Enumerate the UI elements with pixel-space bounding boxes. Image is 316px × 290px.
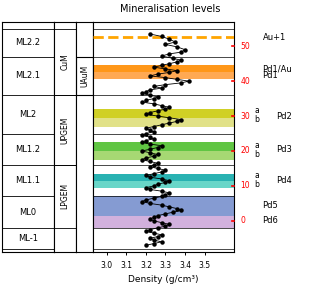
Text: Pd3: Pd3	[276, 145, 292, 154]
Bar	[93, 118, 234, 126]
Text: Pd1: Pd1	[263, 71, 278, 80]
Text: Pd6: Pd6	[263, 216, 278, 225]
Bar	[93, 66, 234, 72]
Text: Pd5: Pd5	[263, 201, 278, 210]
Text: a: a	[254, 141, 259, 150]
Text: 0: 0	[240, 216, 245, 225]
Bar	[93, 181, 234, 188]
Bar	[93, 72, 234, 79]
Text: Au+1: Au+1	[263, 33, 286, 42]
Bar	[76, 57, 93, 95]
Text: ML0: ML0	[19, 208, 36, 217]
Text: LPGEM: LPGEM	[60, 183, 69, 209]
Text: 40: 40	[240, 77, 250, 86]
Text: a: a	[254, 106, 259, 115]
Text: 30: 30	[240, 112, 250, 121]
Bar	[93, 196, 234, 216]
Text: UPGEM: UPGEM	[60, 116, 69, 144]
Text: Mineralisation levels: Mineralisation levels	[120, 5, 220, 14]
Text: CuM: CuM	[60, 54, 69, 70]
Text: b: b	[254, 150, 259, 159]
Text: ML2.2: ML2.2	[15, 38, 40, 47]
Text: ML2: ML2	[19, 110, 36, 119]
Bar	[93, 109, 234, 118]
Text: ML2.1: ML2.1	[15, 71, 40, 80]
Text: Pd1/Au: Pd1/Au	[263, 64, 292, 73]
Text: b: b	[254, 115, 259, 124]
Bar	[93, 216, 234, 228]
Text: 20: 20	[240, 146, 250, 155]
Text: ML-1: ML-1	[18, 234, 38, 243]
X-axis label: Density (g/cm³): Density (g/cm³)	[128, 275, 199, 284]
Text: b: b	[254, 180, 259, 189]
Text: ML1.2: ML1.2	[15, 145, 40, 154]
Bar	[93, 142, 234, 151]
Text: a: a	[254, 171, 259, 180]
Text: ML1.1: ML1.1	[15, 176, 40, 185]
Bar	[93, 174, 234, 181]
Text: UAuM: UAuM	[80, 65, 89, 87]
Text: 50: 50	[240, 42, 250, 51]
Text: Pd2: Pd2	[276, 112, 292, 121]
Text: Pd4: Pd4	[276, 176, 292, 185]
Text: 10: 10	[240, 182, 250, 191]
Bar	[93, 151, 234, 160]
